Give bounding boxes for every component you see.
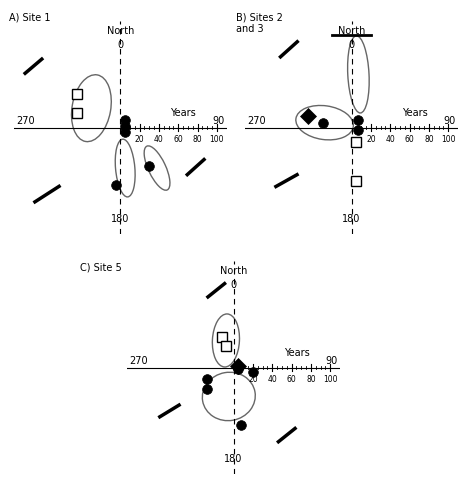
Text: C) Site 5: C) Site 5 xyxy=(80,262,122,272)
Text: 60: 60 xyxy=(287,375,296,384)
Text: 20: 20 xyxy=(135,135,144,144)
Text: North: North xyxy=(107,26,134,36)
Text: 180: 180 xyxy=(343,214,361,224)
Text: 90: 90 xyxy=(326,356,337,366)
Text: 60: 60 xyxy=(173,135,183,144)
Text: 80: 80 xyxy=(306,375,316,384)
Text: 180: 180 xyxy=(111,214,129,224)
Text: Years: Years xyxy=(284,348,309,358)
Text: Years: Years xyxy=(402,108,427,118)
Text: North: North xyxy=(338,26,365,36)
Text: North: North xyxy=(220,266,247,276)
Text: 80: 80 xyxy=(193,135,202,144)
Text: 90: 90 xyxy=(212,116,225,126)
Text: 0: 0 xyxy=(231,280,236,290)
Text: 100: 100 xyxy=(441,135,455,144)
Text: 40: 40 xyxy=(267,375,277,384)
Text: Years: Years xyxy=(170,108,196,118)
Text: 40: 40 xyxy=(385,135,395,144)
Text: 20: 20 xyxy=(248,375,258,384)
Text: 40: 40 xyxy=(154,135,164,144)
Text: B) Sites 2
and 3: B) Sites 2 and 3 xyxy=(236,12,283,34)
Text: 100: 100 xyxy=(210,135,224,144)
Text: A) Site 1: A) Site 1 xyxy=(9,12,51,22)
Text: 270: 270 xyxy=(129,356,148,366)
Text: 0: 0 xyxy=(349,40,354,50)
Text: 180: 180 xyxy=(225,454,243,464)
Text: 100: 100 xyxy=(323,375,337,384)
Text: 270: 270 xyxy=(248,116,266,126)
Text: 270: 270 xyxy=(17,116,35,126)
Text: 80: 80 xyxy=(424,135,434,144)
Text: 20: 20 xyxy=(366,135,376,144)
Text: 60: 60 xyxy=(405,135,414,144)
Text: 0: 0 xyxy=(118,40,123,50)
Text: 90: 90 xyxy=(444,116,455,126)
